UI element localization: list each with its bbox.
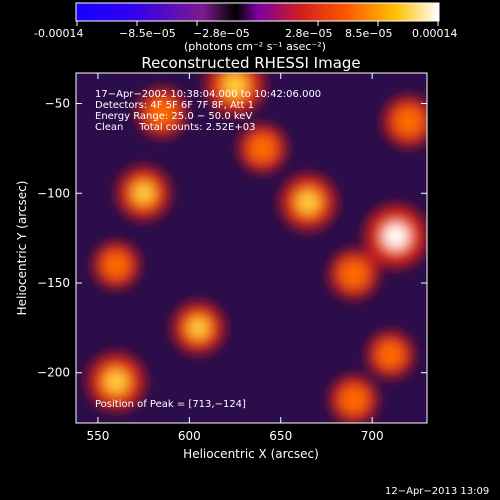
colorbar-tick-label: −8.5e−05 <box>119 27 176 40</box>
y-tick-label: −50 <box>45 97 70 111</box>
x-tick-label: 650 <box>269 429 292 443</box>
y-axis: −50 −100 −150 −200 <box>37 97 427 380</box>
footer-timestamp: 12−Apr−2013 13:09 <box>385 486 489 497</box>
annotation-time-range: 17−Apr−2002 10:38:04.000 to 10:42:06.000 <box>95 89 321 100</box>
colorbar-tick-label: −2.8e−05 <box>193 27 250 40</box>
colorbar-tick-label: -0.00014 <box>34 27 83 40</box>
heatmap-image <box>76 73 427 423</box>
y-axis-label: Heliocentric Y (arcsec) <box>15 181 29 316</box>
x-tick-label: 550 <box>86 429 109 443</box>
heatmap-source-peak <box>188 318 209 338</box>
x-axis: 550 600 650 700 <box>86 73 384 443</box>
y-tick-label: −100 <box>37 186 70 200</box>
x-tick-label: 600 <box>178 429 201 443</box>
x-axis-label: Heliocentric X (arcsec) <box>183 447 319 461</box>
heatmap-source-peak <box>105 370 128 393</box>
heatmap-source-peak <box>383 224 408 249</box>
heatmap-source-core <box>103 251 130 279</box>
annotation-detectors: Detectors: 4F 5F 6F 7F 8F, Att 1 <box>95 100 254 111</box>
annotation-energy-range: Energy Range: 25.0 − 50.0 keV <box>95 111 252 122</box>
heatmap-source-core <box>339 260 368 289</box>
colorbar-tick-label: 2.8e−05 <box>285 27 332 40</box>
heatmap-source-core <box>377 341 404 368</box>
colorbar-unit-label: (photons cm⁻² s⁻¹ asec⁻²) <box>184 40 326 53</box>
heatmap-source-core <box>147 98 176 127</box>
heatmap-source-peak <box>133 183 154 204</box>
heatmap-source-core <box>394 107 424 136</box>
colorbar <box>75 2 440 22</box>
heatmap-source-peak <box>223 74 247 97</box>
y-tick-label: −150 <box>37 276 70 290</box>
heatmap-source-core <box>340 386 368 414</box>
heatmap-source-core <box>248 134 277 162</box>
chart-title: Reconstructed RHESSI Image <box>141 54 360 72</box>
colorbar-ticks <box>76 21 439 26</box>
colorbar-tick-label: 8.5e−05 <box>345 27 392 40</box>
annotation-clean-counts: Clean Total counts: 2.52E+03 <box>95 122 255 133</box>
y-tick-label: −200 <box>37 366 70 380</box>
annotation-peak-position: Position of Peak = [713,−124] <box>95 399 246 410</box>
heatmap-source-peak <box>297 191 319 213</box>
plot-frame <box>75 72 428 424</box>
colorbar-tick-label: 0.00014 <box>412 27 458 40</box>
x-tick-label: 700 <box>361 429 384 443</box>
